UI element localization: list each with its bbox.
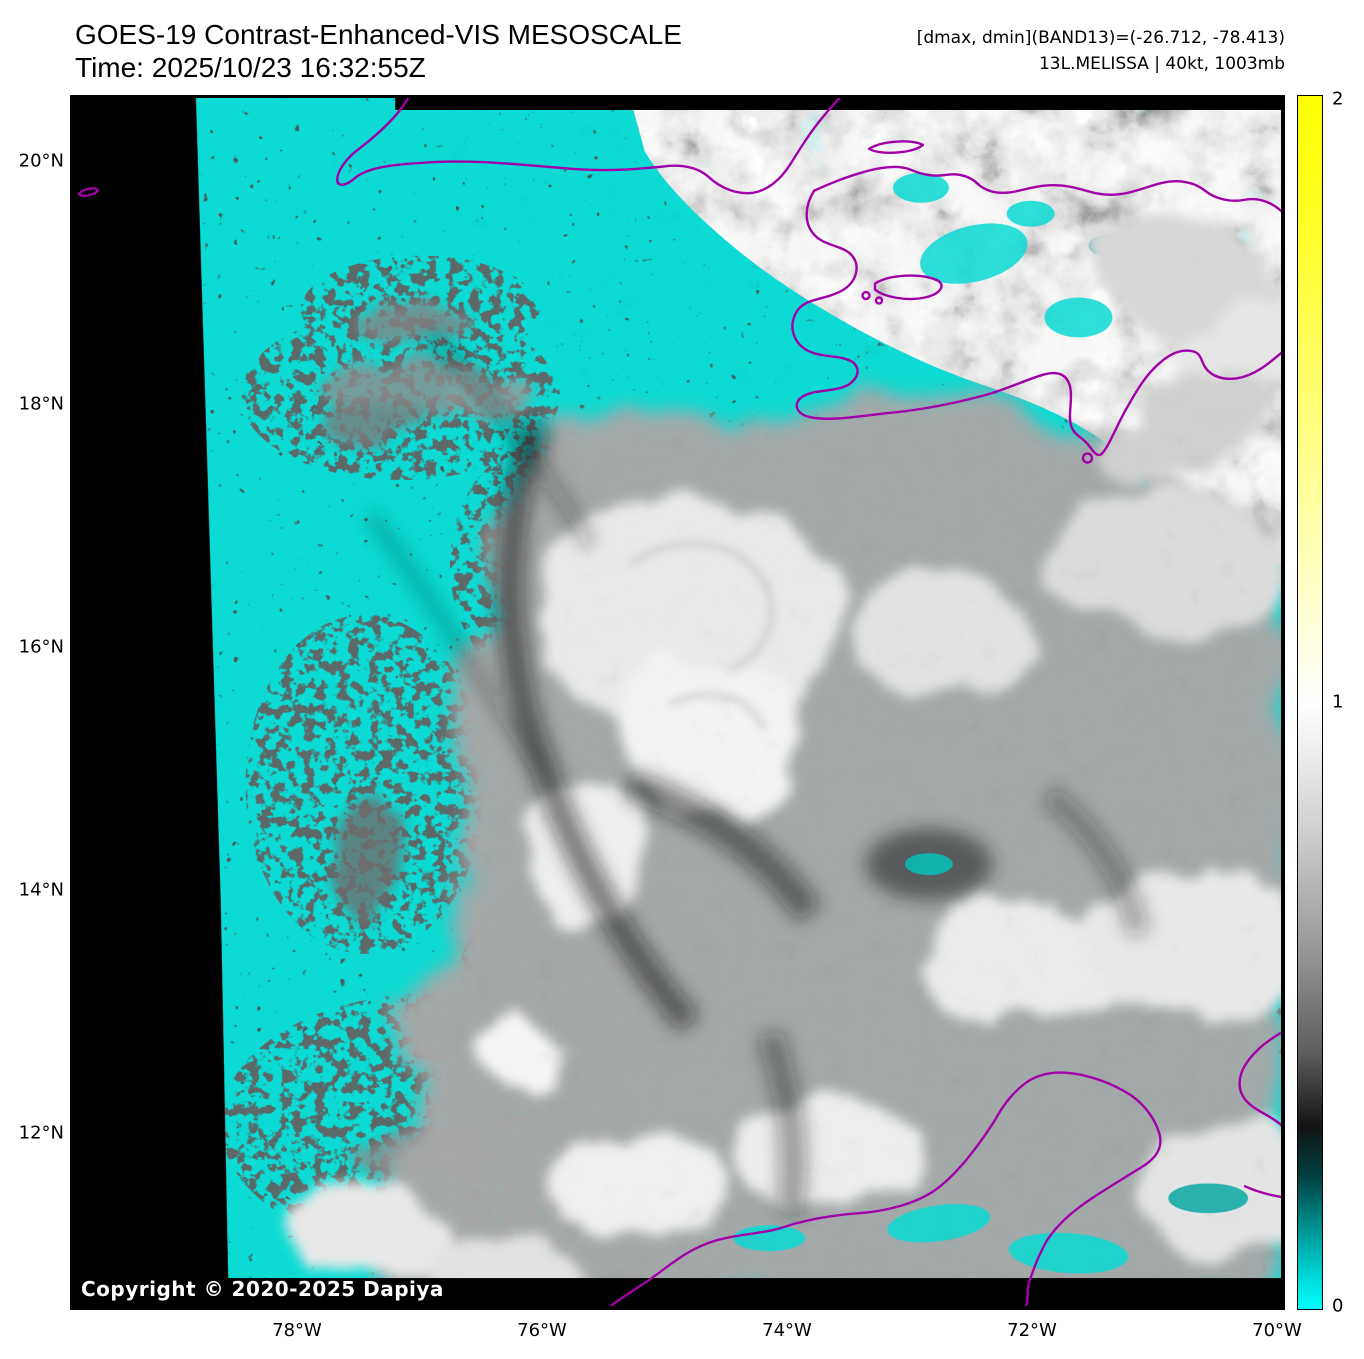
ytick-18n: 18°N (18, 393, 64, 415)
xtick-76w: 76°W (517, 1320, 567, 1341)
colorbar-tick-2: 2 (1332, 88, 1344, 110)
ytick-20n: 20°N (18, 150, 64, 172)
beata-islet (1081, 452, 1094, 464)
ytick-12n: 12°N (18, 1122, 64, 1144)
cayman-island (77, 187, 100, 198)
tortuga-island (867, 140, 925, 154)
south-america-east-coast-2 (1243, 1185, 1283, 1199)
xtick-78w: 78°W (272, 1320, 322, 1341)
storm-status-readout: 13L.MELISSA | 40kt, 1003mb (1038, 53, 1285, 74)
imagery-layer (195, 96, 1283, 1308)
south-america-coastline (608, 1071, 1162, 1308)
page-title: GOES-19 Contrast-Enhanced-VIS MESOSCALE (75, 19, 682, 50)
coastline-layer (77, 96, 1283, 1308)
south-america-east-coast-1 (1238, 1030, 1283, 1130)
ytick-14n: 14°N (18, 879, 64, 901)
cuba-coastline (336, 96, 843, 195)
band-minmax-readout: [dmax, dmin](BAND13)=(-26.712, -78.413) (916, 28, 1285, 48)
top-nodata-band (395, 96, 1283, 110)
timestamp: Time: 2025/10/23 16:32:55Z (75, 52, 426, 84)
copyright-watermark: Copyright © 2020-2025 Dapiya (81, 1277, 444, 1301)
xtick-70w: 70°W (1252, 1320, 1302, 1341)
islet-1 (861, 290, 871, 301)
colorbar-tick-0: 0 (1332, 1295, 1344, 1317)
xtick-72w: 72°W (1007, 1320, 1057, 1341)
info-block: [dmax, dmin](BAND13)=(-26.712, -78.413) … (917, 26, 1285, 77)
title-block: GOES-19 Contrast-Enhanced-VIS MESOSCALE … (75, 18, 682, 84)
ytick-16n: 16°N (18, 636, 64, 658)
plot-area: Copyright © 2020-2025 Dapiya (70, 95, 1285, 1310)
islet-2 (874, 296, 884, 305)
satellite-image (71, 96, 1283, 1308)
bottom-nodata-band (195, 1278, 1283, 1308)
hispaniola-west-south-coast (791, 189, 1283, 457)
gonave-island (873, 274, 943, 301)
colorbar-tick-1: 1 (1332, 691, 1344, 713)
hispaniola-north-coast (812, 165, 1283, 214)
colorbar (1297, 95, 1323, 1310)
xtick-74w: 74°W (762, 1320, 812, 1341)
plot-frame (71, 96, 1283, 1308)
